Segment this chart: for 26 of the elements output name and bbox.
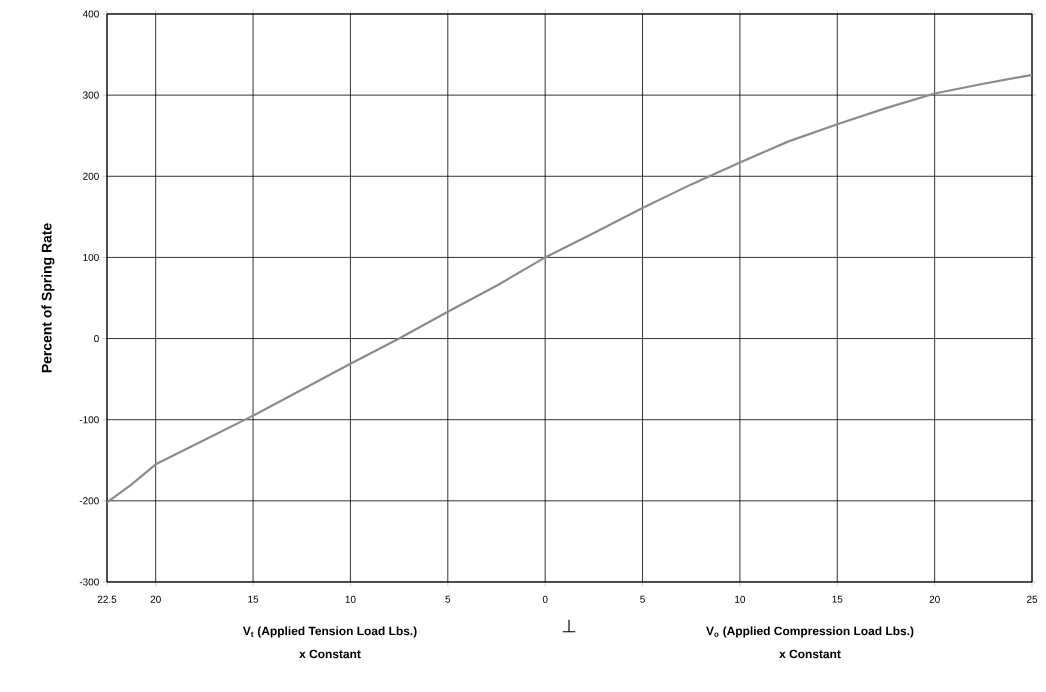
x-tick-label: 5 bbox=[445, 595, 451, 603]
x-tick-label: 25 bbox=[1026, 595, 1038, 603]
text: x Constant bbox=[299, 649, 361, 659]
x-tick-label: 15 bbox=[248, 595, 259, 603]
line-series bbox=[107, 73, 1033, 504]
y-tick-label: 100 bbox=[83, 253, 99, 261]
text: x Constant bbox=[779, 649, 841, 659]
x-tick-label: 0 bbox=[542, 595, 548, 603]
x-tick-label: 20 bbox=[150, 595, 161, 603]
x-tick-label: 15 bbox=[832, 595, 843, 603]
x-tick-label: 10 bbox=[345, 595, 356, 603]
y-tick-label: 400 bbox=[82, 10, 99, 18]
y-tick-label: -200 bbox=[79, 497, 99, 505]
y-tick-label: 0 bbox=[94, 335, 99, 343]
x-tick-label: 22.5 bbox=[97, 595, 117, 603]
y-tick-label: 200 bbox=[83, 172, 99, 180]
x-tick-label: 5 bbox=[640, 595, 645, 603]
x-tick-label: 10 bbox=[735, 595, 746, 603]
text: ⊥ bbox=[562, 619, 576, 633]
text: V$_{t}$ (Applied Tension Load Lbs.) bbox=[242, 626, 417, 638]
y-tick-label: 300 bbox=[82, 91, 99, 99]
y-tick-label: -100 bbox=[79, 416, 99, 424]
y-tick-label: -300 bbox=[79, 578, 99, 586]
y-axis-title: Percent of Spring Rate bbox=[41, 223, 55, 373]
text: V$_{o}$ (Applied Compression Load Lbs.) bbox=[706, 626, 914, 638]
x-tick-label: 20 bbox=[929, 595, 940, 603]
